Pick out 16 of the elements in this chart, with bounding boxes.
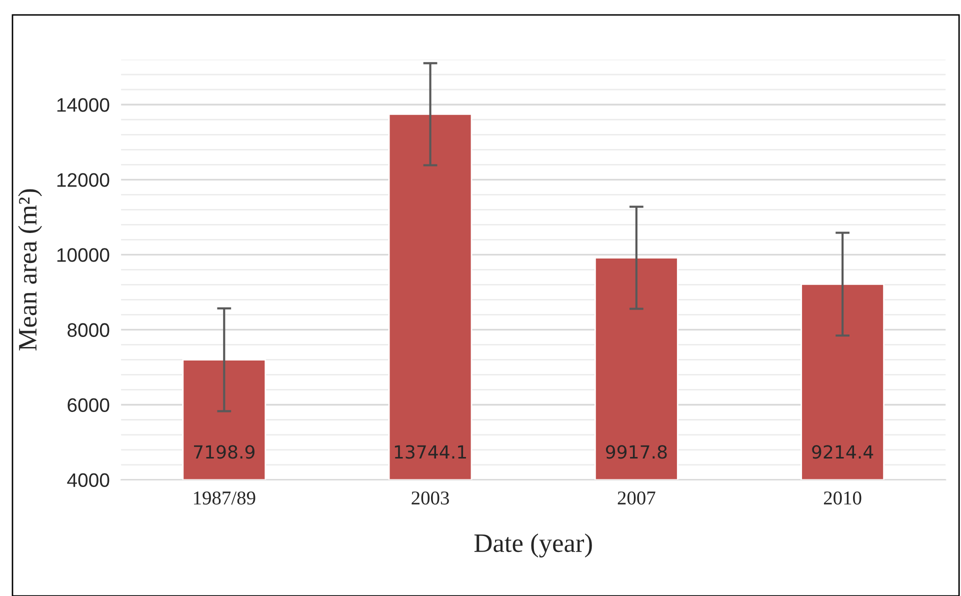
x-tick-label: 2010 bbox=[824, 491, 862, 505]
data-label: 9917.8 bbox=[606, 445, 667, 459]
data-label: 9214.4 bbox=[812, 445, 874, 459]
x-tick-label: 2007 bbox=[618, 491, 656, 505]
data-label: 13744.1 bbox=[394, 445, 466, 459]
x-tick-label: 2003 bbox=[412, 491, 449, 505]
y-tick-label: 6000 bbox=[68, 398, 110, 412]
y-tick-label: 10000 bbox=[57, 248, 110, 262]
y-tick-label: 14000 bbox=[57, 98, 110, 112]
data-label: 7198.9 bbox=[194, 445, 254, 459]
y-axis-title: Mean area (m²) bbox=[18, 189, 42, 351]
x-tick-label: 1987/89 bbox=[194, 491, 256, 505]
x-axis-title: Date (year) bbox=[474, 534, 592, 558]
y-tick-label: 8000 bbox=[68, 323, 110, 337]
y-tick-label: 4000 bbox=[67, 473, 110, 488]
y-tick-label: 12000 bbox=[57, 173, 110, 187]
